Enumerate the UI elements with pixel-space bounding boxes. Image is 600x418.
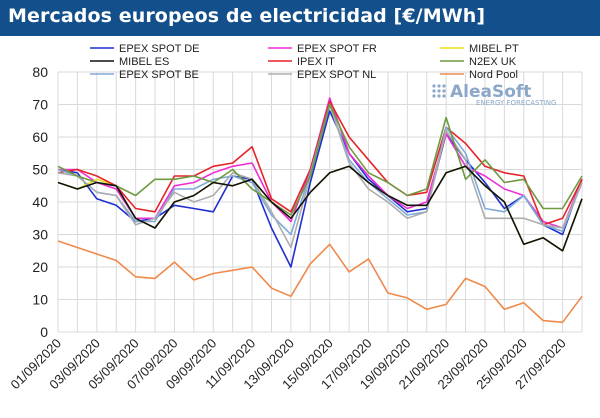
legend: EPEX SPOT DE EPEX SPOT FR MIBEL PT MIBEL ES…	[90, 43, 519, 81]
line-chart: AleaSoft ENERGY FORECASTING 0 10 20 30 40 50 6…	[7, 43, 583, 393]
legend-label-epex-spot-fr: EPEX SPOT FR	[297, 43, 377, 55]
y-tick-label: 20	[32, 259, 48, 275]
legend-label-epex-spot-nl: EPEX SPOT NL	[297, 69, 376, 81]
y-tick-label: 0	[40, 324, 48, 340]
watermark-tagline: ENERGY FORECASTING	[476, 99, 556, 107]
y-tick-label: 40	[32, 194, 48, 210]
x-axis-ticks: 01/09/202003/09/202005/09/202007/09/2020…	[7, 336, 568, 393]
legend-label-mibel-pt: MIBEL PT	[469, 43, 519, 55]
y-axis-ticks: 0 10 20 30 40 50 60 70 80	[32, 64, 48, 340]
aleasoft-logo: AleaSoft ENERGY FORECASTING	[432, 82, 556, 107]
legend-label-epex-spot-be: EPEX SPOT BE	[119, 69, 199, 81]
chart-title: Mercados europeos de electricidad [€/MWh…	[8, 5, 486, 27]
y-tick-label: 50	[32, 162, 48, 178]
series-line-epex-spot-de	[57, 110, 583, 268]
y-tick-label: 70	[32, 97, 48, 113]
series-line-mibel-es	[57, 165, 583, 252]
y-tick-label: 10	[32, 292, 48, 308]
grid-lines	[57, 71, 583, 333]
legend-label-nord-pool: Nord Pool	[469, 69, 518, 81]
legend-label-ipex-it: IPEX IT	[297, 56, 335, 68]
legend-label-epex-spot-de: EPEX SPOT DE	[119, 43, 200, 55]
title-bar: Mercados europeos de electricidad [€/MWh…	[0, 0, 600, 36]
y-tick-label: 30	[32, 227, 48, 243]
series-line-epex-spot-nl	[57, 103, 583, 249]
legend-label-mibel-es: MIBEL ES	[119, 56, 169, 68]
series-line-ipex-it	[57, 100, 583, 226]
y-tick-label: 60	[32, 129, 48, 145]
logo-dots-icon	[432, 84, 446, 98]
y-tick-label: 80	[32, 64, 48, 80]
series-lines	[57, 97, 583, 324]
series-line-n2ex-uk	[57, 103, 583, 216]
series-line-nord-pool	[57, 240, 583, 324]
watermark-brand: AleaSoft	[450, 82, 531, 102]
legend-label-n2ex-uk: N2EX UK	[469, 56, 517, 68]
